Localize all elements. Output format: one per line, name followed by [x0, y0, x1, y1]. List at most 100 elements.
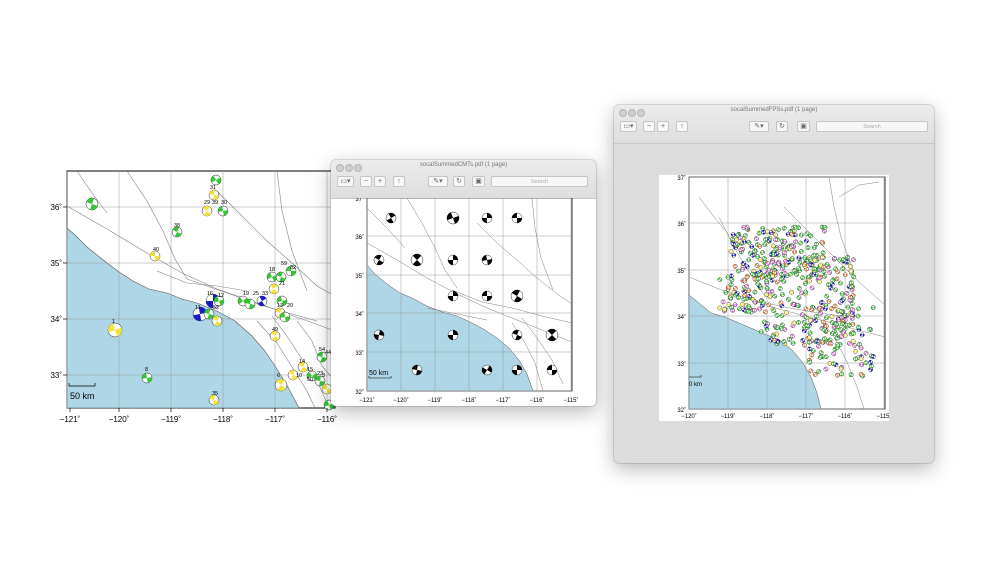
share-icon[interactable]: ↑	[393, 176, 405, 187]
beachball-quadrant	[745, 233, 748, 236]
focal-mechanism	[794, 272, 799, 277]
beachball-quadrant	[813, 273, 816, 277]
zoom-button[interactable]	[637, 109, 645, 117]
beachball-quadrant	[775, 313, 778, 316]
beachball-quadrant	[763, 237, 767, 240]
beachball-quadrant	[871, 356, 875, 359]
beachball-quadrant	[835, 362, 839, 365]
focal-mechanism	[171, 226, 183, 238]
focal-mechanism	[316, 351, 328, 363]
beachball-quadrant	[207, 314, 214, 319]
search-input[interactable]: Search	[816, 121, 928, 132]
focal-mechanism	[279, 311, 291, 323]
beachball-quadrant	[820, 350, 824, 353]
beachball-quadrant	[731, 310, 734, 313]
event-label: 38	[174, 223, 180, 229]
beachball-quadrant	[781, 247, 784, 251]
beachball-quadrant	[803, 308, 806, 312]
beachball-quadrant	[843, 335, 846, 338]
markup-pen-icon[interactable]: ✎▾	[428, 176, 448, 187]
fault-line	[126, 170, 188, 280]
fps-preview-window[interactable]: socalSummedFPSs.pdf (1 page) ▭▾ − + ↑ ✎▾…	[614, 105, 934, 463]
minimize-button[interactable]	[345, 164, 353, 172]
sidebar-toggle-icon[interactable]: ▭▾	[620, 121, 637, 132]
beachball-quadrant	[849, 298, 852, 301]
beachball-quadrant	[272, 336, 280, 341]
beachball-quadrant	[798, 286, 802, 289]
toolbox-icon[interactable]: ▣	[472, 176, 485, 187]
zoom-in-icon[interactable]: +	[374, 176, 386, 187]
focal-mechanism	[849, 280, 854, 285]
beachball-quadrant	[764, 320, 767, 323]
beachball-quadrant	[773, 228, 776, 232]
beachball-quadrant	[317, 352, 324, 357]
rotate-icon[interactable]: ↻	[776, 121, 788, 132]
beachball-quadrant	[752, 255, 755, 258]
zoom-in-icon[interactable]: +	[657, 121, 669, 132]
focal-mechanism	[208, 394, 220, 406]
window-titlebar[interactable]: socalSummedFPSs.pdf (1 page) ▭▾ − + ↑ ✎▾…	[614, 105, 934, 144]
beachball-quadrant	[818, 263, 822, 266]
close-button[interactable]	[336, 164, 344, 172]
markup-pen-icon[interactable]: ✎▾	[749, 121, 769, 132]
beachball-quadrant	[275, 308, 282, 313]
beachball-quadrant	[788, 299, 791, 302]
beachball-quadrant	[819, 279, 822, 282]
lon-tick-label: −120˚	[681, 413, 697, 420]
beachball-quadrant	[742, 268, 745, 271]
focal-mechanism	[741, 260, 747, 266]
focal-mechanism	[736, 268, 741, 274]
beachball-quadrant	[805, 269, 809, 272]
beachball-quadrant	[823, 329, 827, 332]
beachball-quadrant	[730, 307, 734, 310]
minimize-button[interactable]	[628, 109, 636, 117]
beachball-quadrant	[794, 239, 798, 242]
lat-tick-label: 34˚	[677, 314, 686, 321]
focal-mechanism	[823, 303, 829, 308]
beachball-quadrant	[843, 324, 847, 327]
beachball-quadrant	[825, 369, 828, 372]
beachball-quadrant	[838, 302, 841, 305]
beachball-quadrant	[515, 335, 522, 340]
beachball-quadrant	[858, 306, 861, 310]
beachball-quadrant	[865, 362, 868, 365]
event-label: 12	[218, 293, 224, 299]
close-button[interactable]	[619, 109, 627, 117]
beachball-quadrant	[748, 309, 751, 312]
zoom-out-icon[interactable]: −	[643, 121, 655, 132]
event-label: 50	[307, 377, 313, 383]
share-icon[interactable]: ↑	[676, 121, 688, 132]
beachball-quadrant	[788, 246, 791, 250]
zoom-out-icon[interactable]: −	[360, 176, 372, 187]
beachball-quadrant	[824, 294, 827, 297]
beachball-quadrant	[820, 356, 823, 360]
beachball-quadrant	[760, 251, 763, 255]
beachball-quadrant	[782, 329, 785, 332]
beachball-quadrant	[768, 296, 771, 299]
sidebar-toggle-icon[interactable]: ▭▾	[337, 176, 354, 187]
focal-mechanism	[869, 363, 874, 369]
beachball-quadrant	[761, 300, 764, 303]
beachball-quadrant	[858, 342, 862, 345]
focal-mechanism	[784, 310, 789, 315]
beachball-quadrant	[285, 316, 290, 322]
beachball-quadrant	[799, 262, 802, 266]
beachball-quadrant	[846, 255, 850, 258]
beachball-quadrant	[728, 288, 731, 292]
beachball-quadrant	[840, 282, 843, 286]
beachball-quadrant	[765, 321, 769, 324]
cmts-preview-window[interactable]: socalSummedCMTs.pdf (1 page) ▭▾ − + ↑ ✎▾…	[331, 160, 596, 406]
zoom-button[interactable]	[354, 164, 362, 172]
beachball-quadrant	[851, 276, 855, 279]
focal-mechanism	[839, 298, 845, 303]
toolbox-icon[interactable]: ▣	[797, 121, 810, 132]
window-titlebar[interactable]: socalSummedCMTs.pdf (1 page) ▭▾ − + ↑ ✎▾…	[331, 160, 596, 199]
beachball-quadrant	[728, 284, 731, 288]
focal-mechanism	[773, 246, 779, 252]
rotate-icon[interactable]: ↻	[453, 176, 465, 187]
search-input[interactable]: Search	[491, 176, 588, 187]
beachball-quadrant	[839, 368, 843, 371]
beachball-quadrant	[733, 232, 736, 236]
beachball-quadrant	[757, 285, 760, 288]
beachball-quadrant	[821, 322, 825, 325]
